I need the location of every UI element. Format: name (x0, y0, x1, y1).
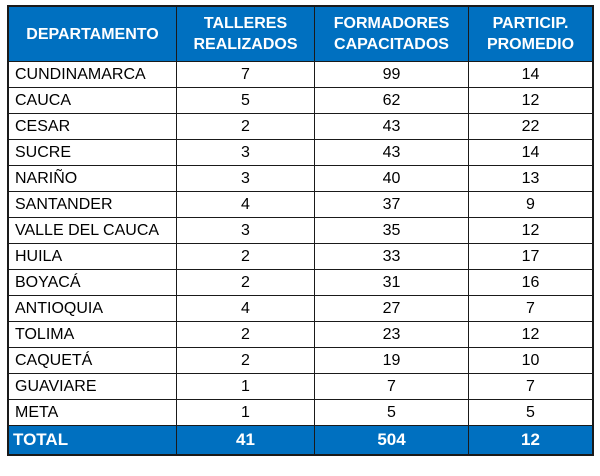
cell-particip: 5 (468, 399, 593, 426)
header-departamento: DEPARTAMENTO (8, 6, 177, 62)
cell-talleres: 3 (176, 139, 315, 166)
cell-talleres: 2 (176, 321, 315, 348)
cell-formadores: 33 (314, 243, 469, 270)
cell-departamento: HUILA (8, 243, 177, 270)
table-row: HUILA 2 33 17 (8, 243, 593, 270)
cell-talleres: 3 (176, 217, 315, 244)
table-row: CUNDINAMARCA 7 99 14 (8, 61, 593, 88)
cell-talleres: 7 (176, 61, 315, 88)
cell-departamento: CAUCA (8, 87, 177, 114)
cell-talleres: 1 (176, 373, 315, 400)
cell-formadores: 62 (314, 87, 469, 114)
cell-departamento: CUNDINAMARCA (8, 61, 177, 88)
cell-formadores: 40 (314, 165, 469, 192)
cell-formadores: 37 (314, 191, 469, 218)
cell-talleres: 3 (176, 165, 315, 192)
cell-departamento: TOLIMA (8, 321, 177, 348)
total-particip: 12 (468, 425, 593, 455)
cell-departamento: GUAVIARE (8, 373, 177, 400)
cell-formadores: 43 (314, 139, 469, 166)
table-row: TOLIMA 2 23 12 (8, 321, 593, 348)
cell-formadores: 43 (314, 113, 469, 140)
header-particip: PARTICIP. PROMEDIO (468, 6, 593, 62)
cell-particip: 7 (468, 373, 593, 400)
table-row: BOYACÁ 2 31 16 (8, 269, 593, 296)
cell-talleres: 2 (176, 243, 315, 270)
table-row: META 1 5 5 (8, 399, 593, 426)
cell-particip: 7 (468, 295, 593, 322)
cell-talleres: 2 (176, 347, 315, 374)
total-row: TOTAL 41 504 12 (8, 425, 593, 455)
cell-talleres: 2 (176, 113, 315, 140)
cell-particip: 16 (468, 269, 593, 296)
header-row: DEPARTAMENTO TALLERES REALIZADOS FORMADO… (8, 6, 593, 62)
cell-particip: 13 (468, 165, 593, 192)
cell-departamento: META (8, 399, 177, 426)
table-row: NARIÑO 3 40 13 (8, 165, 593, 192)
cell-formadores: 7 (314, 373, 469, 400)
cell-formadores: 23 (314, 321, 469, 348)
cell-formadores: 31 (314, 269, 469, 296)
table-row: VALLE DEL CAUCA 3 35 12 (8, 217, 593, 244)
header-formadores: FORMADORES CAPACITADOS (314, 6, 469, 62)
cell-talleres: 4 (176, 191, 315, 218)
data-table: DEPARTAMENTO TALLERES REALIZADOS FORMADO… (7, 5, 594, 456)
cell-particip: 12 (468, 321, 593, 348)
total-formadores: 504 (314, 425, 469, 455)
cell-particip: 22 (468, 113, 593, 140)
cell-particip: 12 (468, 217, 593, 244)
cell-particip: 14 (468, 61, 593, 88)
table-body: CUNDINAMARCA 7 99 14 CAUCA 5 62 12 CESAR 2 43 22 SUC… (8, 61, 593, 426)
cell-talleres: 4 (176, 295, 315, 322)
total-talleres: 41 (176, 425, 315, 455)
table-row: CESAR 2 43 22 (8, 113, 593, 140)
total-label: TOTAL (8, 425, 177, 455)
cell-departamento: SANTANDER (8, 191, 177, 218)
cell-talleres: 2 (176, 269, 315, 296)
table-row: CAQUETÁ 2 19 10 (8, 347, 593, 374)
table-row: SANTANDER 4 37 9 (8, 191, 593, 218)
cell-talleres: 5 (176, 87, 315, 114)
header-talleres: TALLERES REALIZADOS (176, 6, 315, 62)
cell-particip: 10 (468, 347, 593, 374)
cell-particip: 9 (468, 191, 593, 218)
cell-formadores: 19 (314, 347, 469, 374)
cell-particip: 14 (468, 139, 593, 166)
cell-departamento: ANTIOQUIA (8, 295, 177, 322)
cell-departamento: VALLE DEL CAUCA (8, 217, 177, 244)
cell-particip: 12 (468, 87, 593, 114)
cell-departamento: BOYACÁ (8, 269, 177, 296)
table-row: GUAVIARE 1 7 7 (8, 373, 593, 400)
cell-particip: 17 (468, 243, 593, 270)
table-row: CAUCA 5 62 12 (8, 87, 593, 114)
cell-departamento: CESAR (8, 113, 177, 140)
cell-talleres: 1 (176, 399, 315, 426)
cell-departamento: CAQUETÁ (8, 347, 177, 374)
cell-formadores: 5 (314, 399, 469, 426)
cell-departamento: NARIÑO (8, 165, 177, 192)
cell-departamento: SUCRE (8, 139, 177, 166)
table-row: SUCRE 3 43 14 (8, 139, 593, 166)
table-row: ANTIOQUIA 4 27 7 (8, 295, 593, 322)
cell-formadores: 99 (314, 61, 469, 88)
cell-formadores: 35 (314, 217, 469, 244)
cell-formadores: 27 (314, 295, 469, 322)
